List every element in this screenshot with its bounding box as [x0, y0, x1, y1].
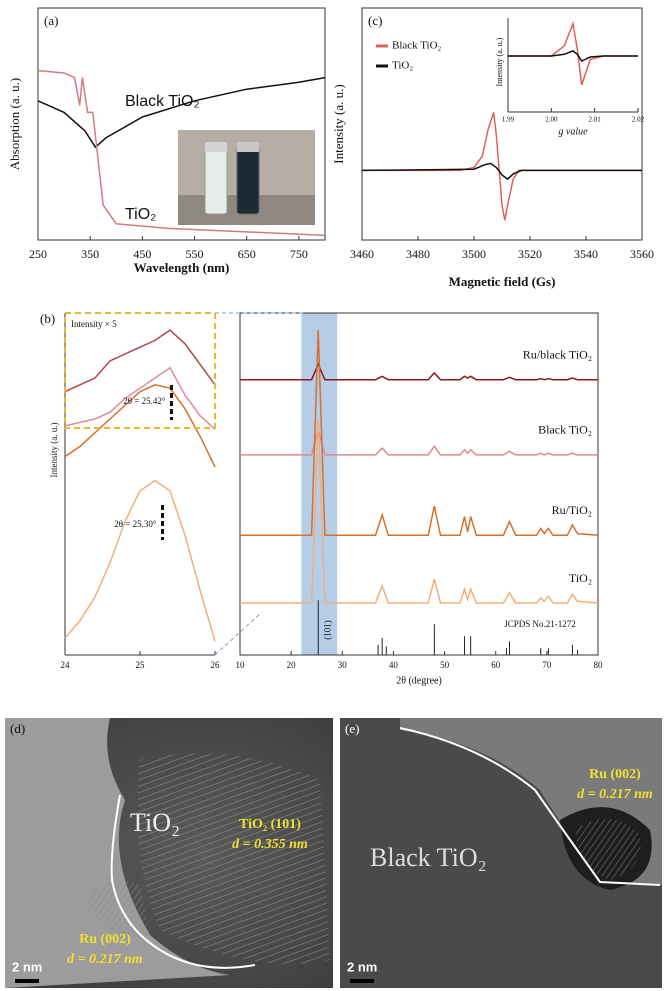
x-tick-label: 80	[594, 660, 604, 670]
series-label: Black TiO₂	[538, 423, 592, 437]
x-tick-label: 650	[238, 247, 256, 261]
series-line	[64, 329, 216, 393]
x-tick-label: 10	[236, 660, 246, 670]
x-axis-label: 2θ (degree)	[396, 675, 442, 686]
series-line	[508, 50, 638, 63]
scale-label: 2 nm	[12, 959, 42, 974]
zoom-link	[214, 611, 263, 656]
x-axis-label: Wavelength (nm)	[134, 260, 230, 275]
series-line	[64, 384, 216, 468]
reference-label: JCPDS No.21-1272	[504, 619, 576, 629]
scale-label: 2 nm	[347, 959, 377, 974]
zoom-note: Intensity × 5	[71, 319, 117, 329]
x-tick-label: 1.99	[502, 116, 515, 124]
x-tick-label: 20	[287, 660, 297, 670]
zoom-box	[64, 312, 216, 429]
spacing-label: d = 0.217 nm	[67, 952, 143, 967]
peak-label: 2θ = 25.42°	[123, 396, 166, 406]
x-tick-label: 2.01	[589, 116, 602, 124]
phase-label: Black TiO₂	[370, 843, 487, 872]
series-label: TiO₂	[569, 571, 592, 585]
series-line	[37, 69, 326, 237]
x-tick-label: 450	[133, 247, 151, 261]
x-tick-label: 350	[81, 247, 99, 261]
x-tick-label: 26	[211, 660, 221, 670]
series-line	[362, 112, 642, 221]
x-tick-label: 250	[29, 247, 47, 261]
x-tick-label: 3500	[462, 247, 486, 261]
x-tick-label: 25	[136, 660, 146, 670]
x-tick-label: 2.02	[632, 116, 645, 124]
y-axis-label: Intensity (a. u.)	[331, 84, 346, 163]
panel-label: (e)	[345, 721, 359, 736]
y-axis-label: Absorption (a. u.)	[7, 78, 22, 170]
series-line	[361, 162, 642, 181]
spacing-label: d = 0.217 nm	[577, 787, 653, 802]
series-line	[240, 362, 598, 381]
plot-frame	[239, 312, 599, 656]
x-tick-label: 2.00	[545, 116, 558, 124]
inset-photo	[178, 130, 315, 225]
series-line	[64, 479, 216, 642]
x-tick-label: 3560	[630, 247, 654, 261]
x-axis-label: Magnetic field (Gs)	[449, 274, 556, 289]
micrograph-d	[5, 718, 333, 988]
lattice-label: TiO₂ (101)	[239, 817, 301, 832]
x-tick-label: 70	[542, 660, 552, 670]
x-tick-label: 3540	[574, 247, 598, 261]
peak-label: 2θ = 25.30°	[114, 519, 157, 529]
inset-x-label: g value	[558, 126, 588, 137]
x-tick-label: 50	[440, 660, 450, 670]
panel-label: (c)	[368, 13, 382, 28]
y-axis-label: Intensity (a. u.)	[49, 423, 59, 478]
series-label: TiO₂	[125, 206, 156, 223]
series-line	[240, 418, 599, 604]
series-line	[64, 366, 216, 430]
phase-label: TiO₂	[130, 808, 180, 837]
series-line	[240, 426, 598, 456]
legend-label: TiO₂	[392, 60, 413, 72]
series-label: Black TiO₂	[125, 93, 200, 110]
x-tick-label: 550	[186, 247, 204, 261]
x-tick-label: 30	[338, 660, 348, 670]
reference-annotation: (101)	[322, 620, 332, 640]
x-tick-label: 60	[491, 660, 501, 670]
series-line	[240, 330, 599, 537]
plot-frame	[361, 7, 643, 241]
panel-label: (d)	[10, 721, 25, 736]
lattice-label: Ru (002)	[79, 932, 131, 947]
panel-label: (a)	[44, 13, 58, 28]
series-label: Ru/TiO₂	[552, 503, 592, 517]
series-line	[508, 20, 638, 86]
inset-y-label: Intensity (a. u.)	[495, 37, 504, 86]
x-tick-label: 3520	[518, 247, 542, 261]
micrograph-e	[340, 718, 662, 988]
x-tick-label: 40	[389, 660, 399, 670]
legend-label: Black TiO₂	[392, 40, 442, 52]
x-tick-label: 3480	[406, 247, 430, 261]
x-tick-label: 3460	[350, 247, 374, 261]
plot-frame	[37, 7, 326, 241]
lattice-label: Ru (002)	[589, 767, 641, 782]
spacing-label: d = 0.355 nm	[232, 837, 308, 852]
panel-label: (b)	[40, 311, 55, 326]
series-label: Ru/black TiO₂	[523, 347, 592, 361]
x-tick-label: 24	[61, 660, 71, 670]
x-tick-label: 750	[290, 247, 308, 261]
series-line	[37, 76, 326, 149]
